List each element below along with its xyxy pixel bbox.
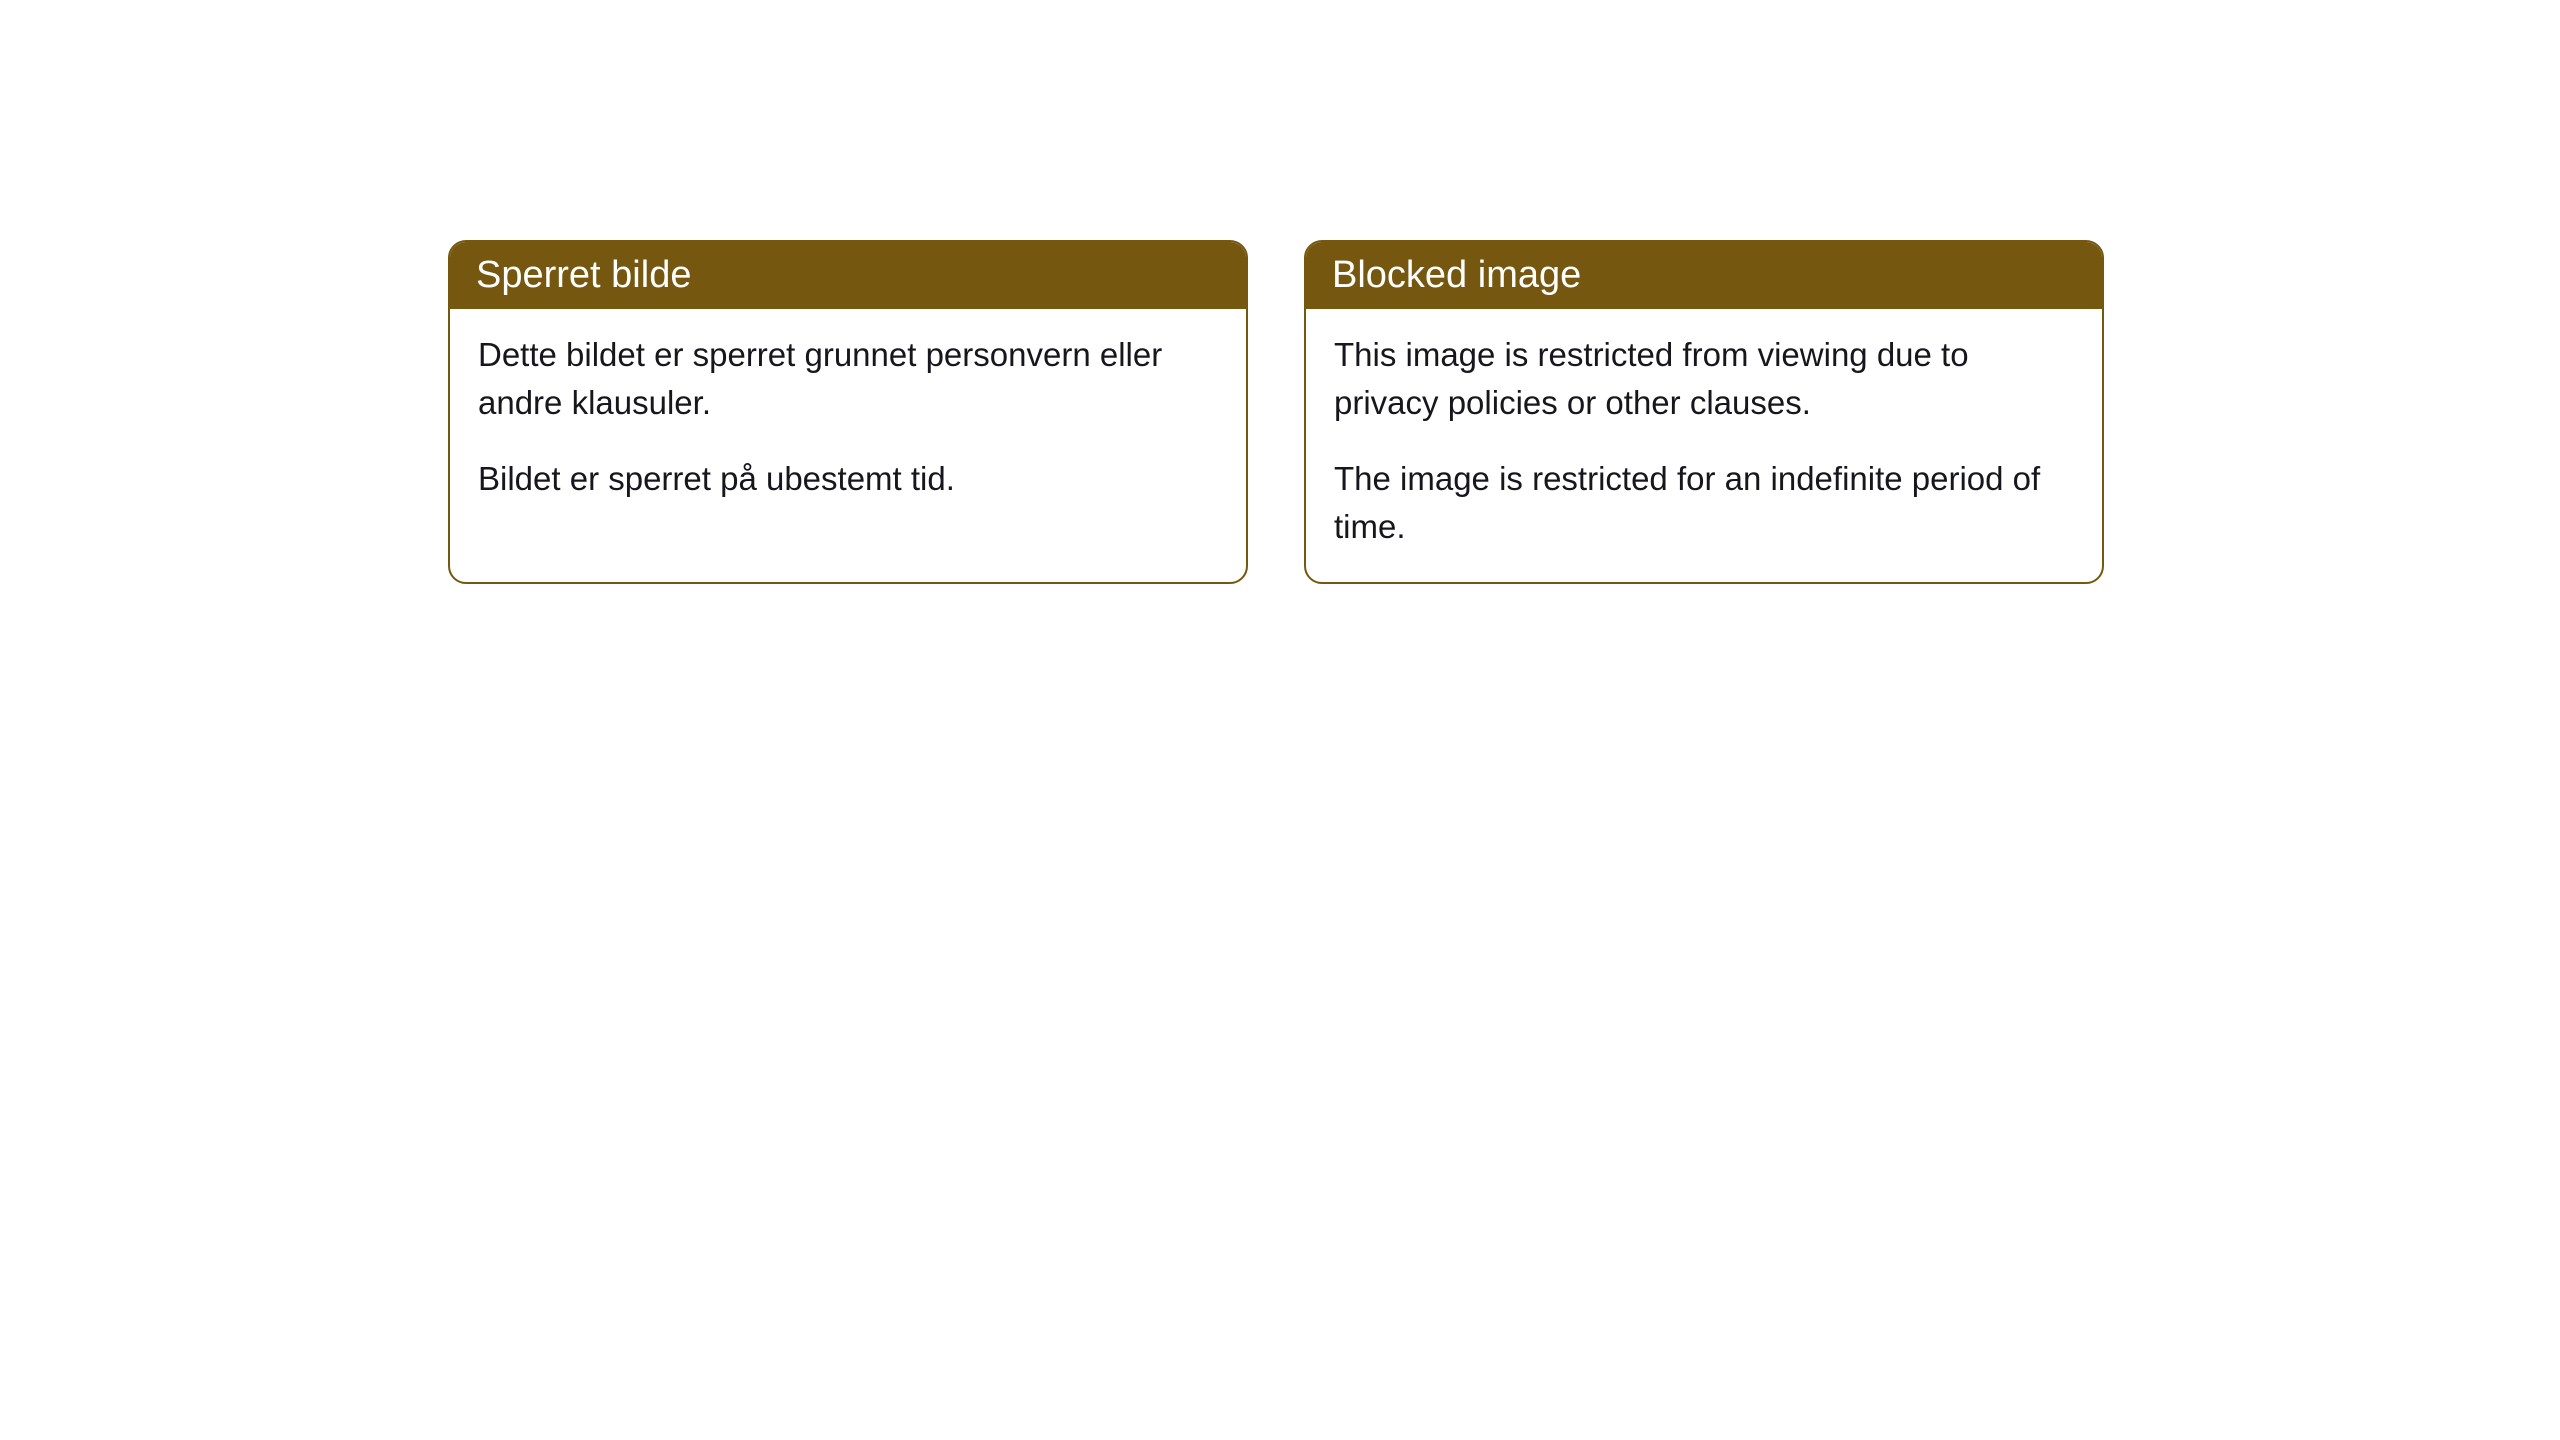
- blocked-image-card-no: Sperret bilde Dette bildet er sperret gr…: [448, 240, 1248, 584]
- card-text-en-2: The image is restricted for an indefinit…: [1334, 455, 2074, 551]
- card-header-en: Blocked image: [1306, 242, 2102, 309]
- card-body-en: This image is restricted from viewing du…: [1306, 309, 2102, 582]
- blocked-image-card-en: Blocked image This image is restricted f…: [1304, 240, 2104, 584]
- card-body-no: Dette bildet er sperret grunnet personve…: [450, 309, 1246, 535]
- card-text-no-1: Dette bildet er sperret grunnet personve…: [478, 331, 1218, 427]
- card-header-no: Sperret bilde: [450, 242, 1246, 309]
- notice-cards-row: Sperret bilde Dette bildet er sperret gr…: [448, 240, 2560, 584]
- card-text-en-1: This image is restricted from viewing du…: [1334, 331, 2074, 427]
- card-text-no-2: Bildet er sperret på ubestemt tid.: [478, 455, 1218, 503]
